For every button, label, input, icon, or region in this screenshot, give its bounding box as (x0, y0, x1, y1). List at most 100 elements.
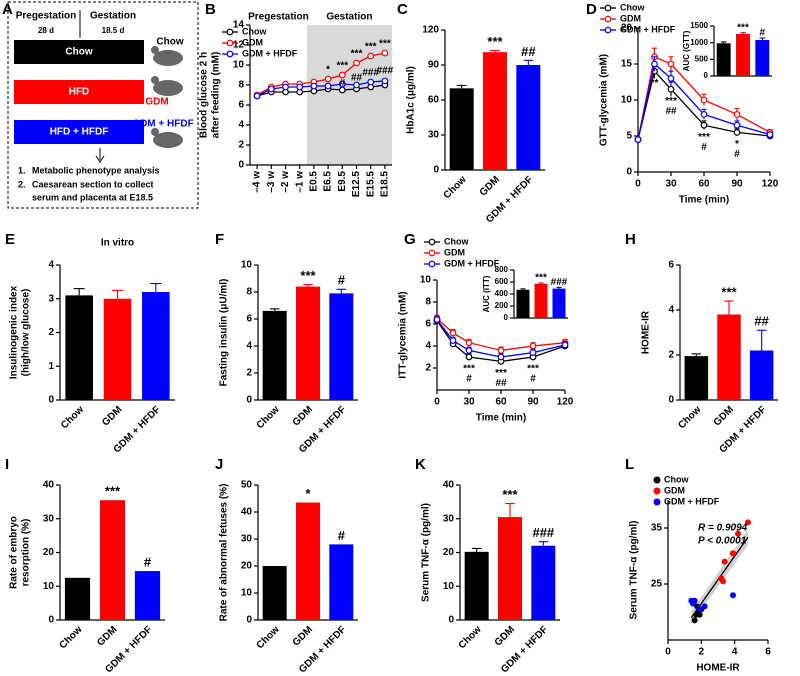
y-tick-label: 20 (621, 23, 633, 34)
data-point (367, 52, 375, 60)
data-point (381, 49, 389, 57)
y-tick-label: 0 (246, 395, 252, 406)
panel-letter: A (2, 1, 13, 18)
significance: # (530, 374, 536, 385)
bar (716, 43, 731, 76)
x-tick-label: 120 (762, 179, 779, 190)
data-point (310, 82, 318, 90)
y-axis-label: ITT-glycemia (mM) (398, 291, 409, 378)
data-point (296, 83, 304, 91)
diet-bar (14, 80, 144, 104)
x-tick-label: Chow (57, 624, 84, 651)
significance: ### (362, 68, 379, 79)
bar (64, 577, 91, 620)
x-tick-label: E9.5 (337, 171, 348, 192)
significance: * (735, 139, 739, 150)
significance: *** (351, 49, 363, 60)
diet-label: HFD + HFDF (50, 127, 109, 138)
significance: *** (365, 42, 377, 53)
y-tick-label: 4 (48, 260, 54, 271)
x-axis-label: HOME-IR (696, 663, 740, 674)
x-tick-label: E0.5 (309, 171, 320, 192)
data-point (721, 558, 728, 565)
header: Gestation (90, 11, 136, 22)
bar (262, 310, 287, 400)
y-tick-label: 30 (443, 513, 455, 524)
x-tick-label: –2 w (280, 171, 291, 193)
y-tick-label: 40 (443, 480, 455, 491)
step-text: Metabolic phenotype analysis (32, 165, 160, 175)
panel-letter: L (625, 456, 634, 473)
y-tick-label: 50 (241, 480, 253, 491)
y-tick-label: 90 (428, 60, 440, 71)
y-tick-label: 20 (43, 547, 55, 558)
significance: ## (495, 378, 507, 389)
x-tick-label: GDM (100, 404, 124, 428)
x-tick-label: E18.5 (380, 171, 391, 198)
data-point (324, 82, 332, 90)
bar (483, 52, 507, 170)
y-tick-label: 0 (668, 395, 674, 406)
y-axis-label: resorption (%) (21, 519, 32, 587)
x-tick-label: 30 (665, 179, 677, 190)
y-tick-label: 4 (246, 341, 252, 352)
x-tick-label: 120 (557, 397, 574, 408)
x-tick-label: 0 (635, 179, 641, 190)
data-point (324, 75, 332, 83)
y-tick-label: 0 (448, 615, 454, 626)
x-tick-label: 0 (434, 397, 440, 408)
x-tick-label: GDM (712, 404, 736, 428)
data-point (691, 617, 698, 624)
data-point (730, 592, 736, 599)
duration: 18.5 d (102, 26, 125, 35)
y-tick-label: 8 (425, 297, 431, 308)
bar (296, 286, 320, 400)
annotation: P < 0.0001 (698, 536, 747, 547)
y-tick-label: 2 (48, 327, 54, 338)
x-tick-label: GDM (493, 624, 517, 648)
y-tick-label: 40 (43, 480, 55, 491)
significance: *** (379, 39, 391, 50)
series-line (436, 318, 566, 352)
series-line (436, 319, 566, 358)
bar (449, 88, 474, 170)
bar (498, 517, 522, 620)
significance: *** (737, 22, 749, 33)
y-tick-label: 10 (621, 95, 633, 106)
legend-marker (653, 487, 661, 495)
y-axis-label: AUC (ITT) (482, 275, 491, 312)
legend-marker (604, 4, 612, 12)
data-point (353, 59, 360, 67)
data-point (497, 353, 505, 361)
panel: J 0 10 20 30 40 50 Rate of abnormal fetuses (%)… (215, 456, 358, 675)
x-tick-label: 6 (765, 647, 771, 658)
significance: *** (487, 34, 503, 49)
significance: *** (721, 284, 737, 299)
significance: ** (651, 78, 659, 89)
y-tick-label: 1000 (690, 38, 708, 47)
legend-marker (226, 28, 234, 36)
y-tick-label: 25 (651, 579, 663, 590)
data-point (253, 92, 261, 100)
region-label: Pregestation (248, 12, 309, 23)
significance: # (144, 555, 152, 570)
significance: * (305, 486, 311, 501)
significance: # (338, 528, 346, 543)
y-tick-label: 1500 (690, 21, 708, 30)
step-number: 2. (18, 179, 26, 189)
data-point (497, 347, 505, 354)
data-point (282, 83, 289, 91)
data-point (733, 128, 741, 136)
significance: # (340, 78, 346, 89)
bar (717, 314, 741, 400)
y-tick-label: 60 (428, 95, 440, 106)
bar (329, 293, 354, 400)
legend-label: GDM (620, 13, 641, 23)
data-point (529, 342, 537, 350)
y-tick-label: 10 (241, 588, 253, 599)
legend-label: GDM (242, 37, 263, 47)
y-axis-label: HOME-IR (641, 310, 652, 354)
y-axis-label: Insulinogenic index (9, 285, 20, 379)
